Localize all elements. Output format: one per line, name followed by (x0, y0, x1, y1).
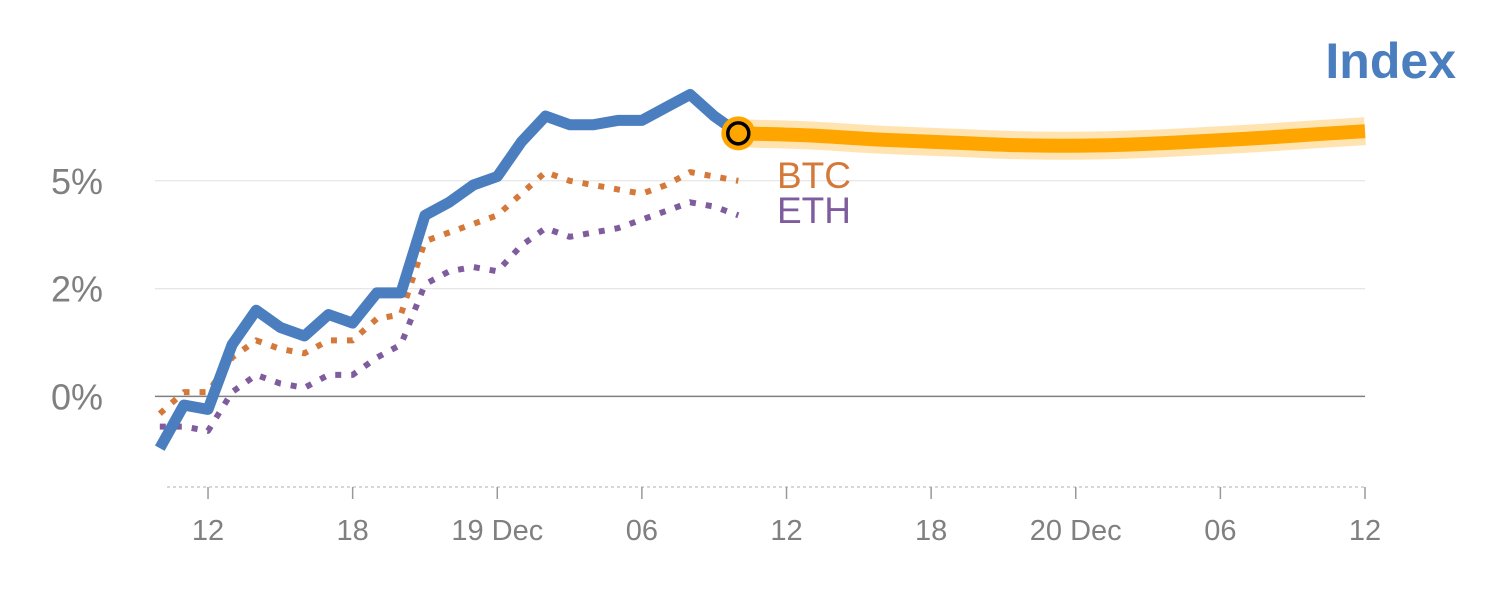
x-tick-label-6: 20 Dec (1030, 515, 1122, 547)
x-tick-label-3: 06 (626, 515, 658, 547)
grid-layer (155, 180, 1365, 398)
index-line (154, 89, 742, 451)
x-tick-label-8: 12 (1349, 515, 1381, 547)
current-point-marker (726, 121, 751, 146)
btc-line (157, 169, 739, 416)
y-tick-label-0: 0% (51, 376, 103, 417)
axis-layer: 0% 2% 5% 12 18 19 Dec 06 12 18 20 Dec 06 12 (51, 161, 1381, 547)
x-tick-label-2: 19 Dec (451, 515, 543, 547)
forecast-line (738, 124, 1366, 153)
x-tick-label-7: 06 (1204, 515, 1236, 547)
x-tick-label-4: 12 (770, 515, 802, 547)
x-tick-label-5: 18 (915, 515, 947, 547)
y-tick-label-1: 2% (51, 269, 103, 310)
series-layer (154, 89, 1366, 451)
eth-series-label: ETH (777, 190, 851, 231)
btc-series-label: BTC (777, 155, 851, 196)
x-tick-label-0: 12 (192, 515, 224, 547)
chart-title: Index (1325, 33, 1456, 89)
x-tick-label-1: 18 (337, 515, 369, 547)
y-tick-label-2: 5% (51, 161, 103, 202)
